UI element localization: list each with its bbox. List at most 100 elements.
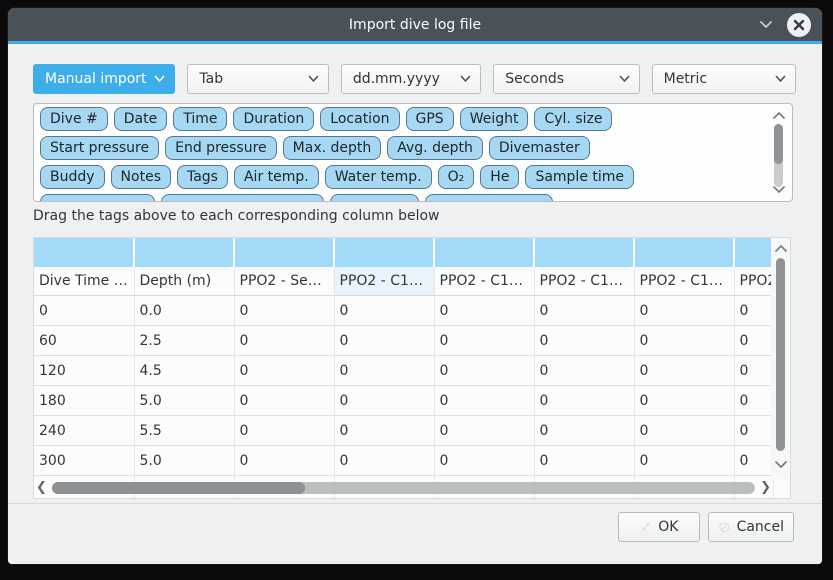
scroll-left-icon[interactable]: ❮ xyxy=(36,480,47,495)
table-cell: 0 xyxy=(334,295,435,326)
table-cell: 0 xyxy=(234,325,335,356)
table-cell: 0 xyxy=(734,445,774,476)
tag-location[interactable]: Location xyxy=(320,107,400,131)
import-type-select[interactable]: Manual import xyxy=(33,64,176,94)
table-cell: 0 xyxy=(334,355,435,386)
tag-list: Dive # Date Time Duration Location GPS Weight C… xyxy=(40,107,764,201)
table-cell: 0 xyxy=(734,295,774,326)
tag-he[interactable]: He xyxy=(480,165,520,189)
titlebar[interactable]: Import dive log file xyxy=(8,8,822,41)
tag-buddy[interactable]: Buddy xyxy=(40,165,105,189)
tag-row: Dive # Date Time Duration Location GPS Weight C… xyxy=(40,107,764,131)
column-drop-target[interactable] xyxy=(434,238,535,267)
chevron-down-icon xyxy=(155,75,165,82)
column-drop-target[interactable] xyxy=(734,238,774,267)
table-cell: 0 xyxy=(334,325,435,356)
preview-table-body: Dive Time … Depth (m) PPO2 - Se… PPO2 - C1…… xyxy=(34,238,774,498)
preview-table-frame: Dive Time … Depth (m) PPO2 - Se… PPO2 - C1…… xyxy=(33,237,791,499)
column-header[interactable]: PPO2 - Se… xyxy=(234,267,335,296)
tag-clipped[interactable] xyxy=(330,194,419,201)
date-format-select-value: dd.mm.yyyy xyxy=(352,71,440,87)
table-row: 0 0.0 0 0 0 0 0 0 xyxy=(34,295,774,326)
table-cell: 0 xyxy=(534,295,635,326)
tag-clipped[interactable] xyxy=(40,194,155,201)
tag-sample-time[interactable]: Sample time xyxy=(525,165,635,189)
table-cell: 0 xyxy=(34,295,135,326)
scroll-up-icon[interactable] xyxy=(772,110,786,120)
column-header[interactable]: PPO2 - C1… xyxy=(534,267,635,296)
table-cell: 5.5 xyxy=(134,415,235,446)
scroll-up-icon[interactable] xyxy=(774,243,788,253)
column-header[interactable]: Dive Time … xyxy=(34,267,135,296)
date-format-select[interactable]: dd.mm.yyyy xyxy=(340,64,482,94)
column-header[interactable]: PPO2 - C1… xyxy=(334,267,435,296)
cancel-icon: ⊘ xyxy=(717,518,731,536)
scroll-down-icon[interactable] xyxy=(772,185,786,195)
table-hscrollbar: ❮ ❯ xyxy=(36,480,771,495)
tag-dive[interactable]: Dive # xyxy=(40,107,108,131)
column-header[interactable]: Depth (m) xyxy=(134,267,235,296)
column-header[interactable]: PPO2 - C1… xyxy=(634,267,735,296)
table-cell: 240 xyxy=(34,415,135,446)
table-cell: 0 xyxy=(234,295,335,326)
import-dialog-window: Import dive log file Manual import Tab dd.… xyxy=(8,8,822,564)
tagbox-scrollbar xyxy=(770,104,788,201)
tag-end-pressure[interactable]: End pressure xyxy=(165,136,277,160)
tag-date[interactable]: Date xyxy=(113,107,168,131)
table-cell: 0 xyxy=(634,415,735,446)
tag-clipped[interactable] xyxy=(161,194,324,201)
tag-o[interactable]: O₂ xyxy=(437,165,475,189)
scrollbar-thumb[interactable] xyxy=(51,481,306,494)
column-drop-target[interactable] xyxy=(134,238,235,267)
preview-table: Dive Time … Depth (m) PPO2 - Se… PPO2 - C1…… xyxy=(34,238,774,498)
titlebar-controls xyxy=(758,8,811,41)
tag-tags[interactable]: Tags xyxy=(176,165,228,189)
field-separator-select-value: Tab xyxy=(199,71,224,87)
duration-format-select[interactable]: Seconds xyxy=(493,64,640,94)
scrollbar-track[interactable] xyxy=(51,481,756,494)
scrollbar-thumb[interactable] xyxy=(776,258,785,451)
column-drop-target[interactable] xyxy=(634,238,735,267)
tag-cyl-size[interactable]: Cyl. size xyxy=(534,107,613,131)
column-header[interactable]: PPO2 - C1… xyxy=(734,267,774,296)
tag-max-depth[interactable]: Max. depth xyxy=(282,136,382,160)
ok-button[interactable]: ✓ OK xyxy=(618,512,700,542)
dialog-content: Manual import Tab dd.mm.yyyy Seconds Metric … xyxy=(8,44,822,523)
tag-duration[interactable]: Duration xyxy=(233,107,315,131)
field-separator-select[interactable]: Tab xyxy=(187,64,329,94)
table-cell: 5.0 xyxy=(134,445,235,476)
tag-avg-depth[interactable]: Avg. depth xyxy=(387,136,483,160)
table-cell: 0 xyxy=(634,445,735,476)
tag-clipped[interactable] xyxy=(425,194,553,201)
scrollbar-thumb[interactable] xyxy=(774,124,783,164)
cancel-button-label: Cancel xyxy=(736,519,784,535)
tag-time[interactable]: Time xyxy=(173,107,228,131)
scroll-down-icon[interactable] xyxy=(774,460,788,470)
tag-start-pressure[interactable]: Start pressure xyxy=(40,136,160,160)
table-cell: 0 xyxy=(534,355,635,386)
table-cell: 0 xyxy=(234,385,335,416)
tag-water-temp[interactable]: Water temp. xyxy=(324,165,432,189)
close-button[interactable] xyxy=(787,12,811,37)
tag-gps[interactable]: GPS xyxy=(405,107,454,131)
column-header[interactable]: PPO2 - C1… xyxy=(434,267,535,296)
tag-air-temp[interactable]: Air temp. xyxy=(233,165,319,189)
table-cell: 0 xyxy=(734,385,774,416)
tag-weight[interactable]: Weight xyxy=(459,107,529,131)
column-drop-target[interactable] xyxy=(34,238,135,267)
column-drop-target[interactable] xyxy=(334,238,435,267)
tag-divemaster[interactable]: Divemaster xyxy=(488,136,590,160)
tag-notes[interactable]: Notes xyxy=(110,165,171,189)
scroll-right-icon[interactable]: ❯ xyxy=(760,480,771,495)
table-cell: 300 xyxy=(34,445,135,476)
chevron-down-icon xyxy=(619,75,629,82)
column-drop-target[interactable] xyxy=(534,238,635,267)
tag-row: Start pressure End pressure Max. depth Avg.… xyxy=(40,136,764,160)
drag-hint-label: Drag the tags above to each correspondin… xyxy=(33,208,440,224)
drop-target-row xyxy=(34,238,774,267)
units-select[interactable]: Metric xyxy=(651,64,796,94)
shade-button[interactable] xyxy=(758,17,774,33)
table-cell: 0 xyxy=(434,415,535,446)
cancel-button[interactable]: ⊘ Cancel xyxy=(708,512,794,542)
column-drop-target[interactable] xyxy=(234,238,335,267)
